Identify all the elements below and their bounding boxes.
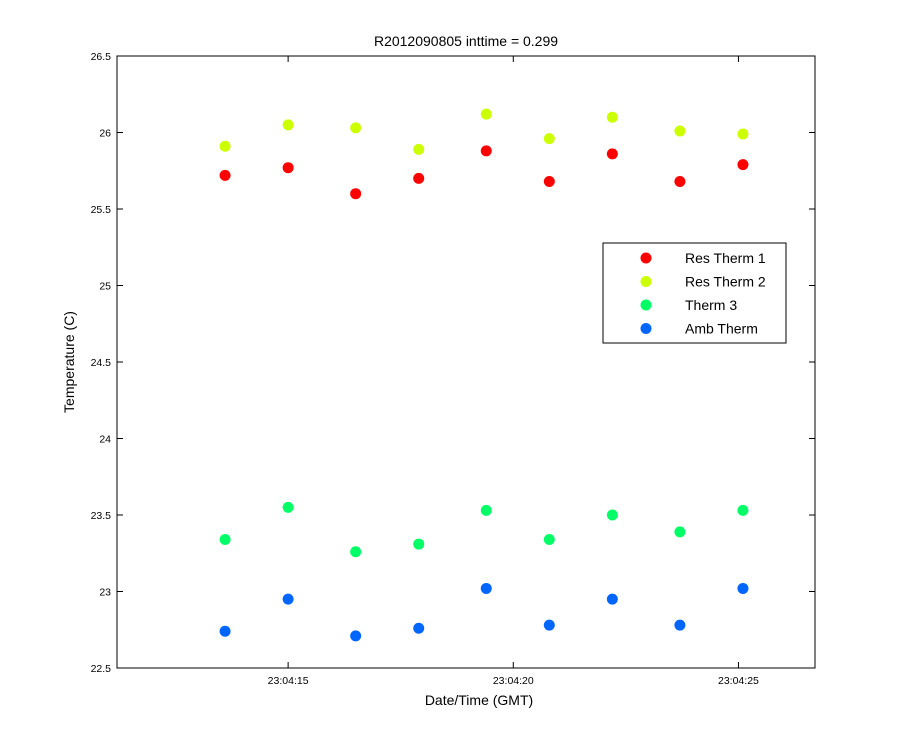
data-point: [219, 533, 231, 545]
y-tick-label: 26.5: [91, 51, 112, 63]
legend-label: Res Therm 2: [685, 274, 766, 290]
legend-marker: [640, 252, 652, 264]
data-point: [543, 619, 555, 631]
x-tick-label: 23:04:25: [718, 675, 759, 687]
data-point: [350, 630, 362, 642]
series-res-therm-1: [219, 145, 749, 200]
y-tick-label: 23: [99, 587, 111, 599]
data-point: [543, 533, 555, 545]
data-point: [674, 619, 686, 631]
x-tick-label: 23:04:20: [493, 675, 534, 687]
data-point: [737, 504, 749, 516]
y-tick-label: 24.5: [91, 357, 112, 369]
data-point: [219, 169, 231, 181]
y-tick-label: 25: [99, 281, 111, 293]
chart-title: R2012090805 inttime = 0.299: [374, 33, 558, 49]
axis-ticks: 22.5 23 23.5 24 24.5 25 25.5 26 26.5 23:04:15 23:0…: [91, 51, 815, 687]
data-point: [219, 625, 231, 637]
legend-label: Amb Therm: [685, 321, 758, 337]
legend-label: Res Therm 1: [685, 250, 766, 266]
legend-label: Therm 3: [685, 297, 737, 313]
data-point: [282, 162, 294, 174]
data-point: [282, 501, 294, 513]
data-point: [606, 148, 618, 160]
data-point: [674, 125, 686, 137]
data-point: [350, 546, 362, 558]
y-tick-label: 24: [99, 434, 111, 446]
data-point: [674, 175, 686, 187]
y-tick-label: 22.5: [91, 663, 112, 675]
legend-box: [602, 242, 787, 344]
data-point: [606, 509, 618, 521]
data-point: [282, 593, 294, 605]
x-axis-title: Date/Time (GMT): [425, 692, 533, 708]
y-tick-label: 26: [99, 128, 111, 140]
data-point: [282, 119, 294, 131]
data-point: [606, 593, 618, 605]
data-point: [413, 143, 425, 155]
data-point: [350, 188, 362, 200]
y-tick-label: 25.5: [91, 204, 112, 216]
legend-marker: [640, 323, 652, 334]
data-point: [413, 538, 425, 550]
legend: Res Therm 1 Res Therm 2 Therm 3 Amb Therm: [602, 242, 787, 344]
data-point: [413, 622, 425, 634]
data-point: [480, 145, 492, 157]
series-amb-therm: [219, 582, 749, 642]
data-point: [480, 582, 492, 594]
x-tick-label: 23:04:15: [268, 675, 309, 687]
data-point: [543, 175, 555, 187]
y-tick-label: 23.5: [91, 510, 112, 522]
series-therm-3: [219, 501, 749, 558]
data-point: [606, 111, 618, 123]
legend-marker: [640, 299, 652, 311]
data-point: [674, 526, 686, 538]
y-axis-title: Temperature (C): [61, 311, 77, 413]
data-point: [543, 133, 555, 145]
data-point: [413, 172, 425, 184]
data-point: [737, 159, 749, 171]
data-point: [737, 582, 749, 594]
legend-marker: [640, 276, 652, 287]
data-point: [350, 122, 362, 134]
data-point: [480, 108, 492, 120]
data-point: [480, 504, 492, 516]
series-res-therm-2: [219, 108, 749, 155]
data-points: [219, 108, 749, 642]
data-point: [219, 140, 231, 152]
data-point: [737, 128, 749, 140]
plot-area: [117, 56, 815, 668]
plot-frame: [116, 55, 816, 669]
